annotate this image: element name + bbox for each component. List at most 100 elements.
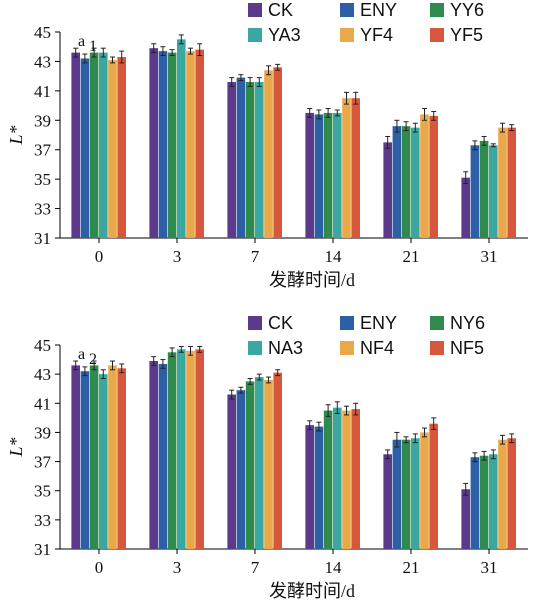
bar-nf5-7 [273,372,282,549]
x-axis-label: 发酵时间/d [269,270,355,290]
legend-swatch-eny [340,316,354,330]
bar-eny-21 [392,439,402,549]
legend-label-yy6: YY6 [450,0,484,20]
legend-label-ny6: NY6 [450,313,485,333]
bar-eny-21 [392,126,402,238]
bar-yf5-14 [351,98,360,238]
y-tick-label: 35 [34,170,51,189]
legend-label-yf4: YF4 [360,25,393,45]
y-axis-label: L* [6,437,26,457]
bar-nf5-21 [429,423,438,549]
x-tick-label: 14 [325,247,343,266]
bar-ck-7 [227,394,236,549]
x-tick-label: 7 [251,558,260,577]
bar-yf4-0 [108,59,117,239]
bar-nf4-14 [342,410,351,549]
bar-yf4-21 [420,114,429,238]
bar-ya3-3 [177,39,186,238]
bar-nf4-31 [498,439,507,549]
bar-eny-7 [236,77,246,238]
bar-ck-21 [383,142,392,238]
legend-label-ck: CK [268,0,293,20]
bar-ny6-0 [89,365,99,549]
bar-ya3-0 [99,52,108,238]
bar-eny-3 [158,363,168,549]
bar-yf5-21 [429,115,438,238]
bar-ck-31 [461,177,470,238]
legend-label-yf5: YF5 [450,25,483,45]
panel-label: a [78,33,85,50]
y-tick-label: 37 [34,141,52,160]
bar-nf4-0 [108,365,117,549]
bar-yy6-0 [89,52,99,238]
bar-yf4-3 [186,51,195,238]
bar-yy6-3 [167,52,177,238]
bar-nf4-7 [264,379,273,549]
y-tick-label: 35 [34,482,51,501]
bar-yy6-7 [245,82,255,239]
y-tick-label: 43 [34,365,51,384]
y-tick-label: 39 [34,423,51,442]
bar-na3-31 [489,454,498,549]
bar-nf4-21 [420,432,429,549]
bar-nf5-3 [195,349,204,549]
bar-eny-3 [158,51,168,238]
legend-label-na3: NA3 [268,338,303,358]
bar-ny6-3 [167,352,177,549]
bar-na3-21 [411,438,420,549]
bar-eny-0 [80,371,90,549]
y-tick-label: 45 [34,336,51,355]
bar-yf5-3 [195,49,204,239]
x-tick-label: 31 [481,558,498,577]
x-tick-label: 0 [95,558,104,577]
bar-ya3-31 [489,145,498,238]
bar-na3-14 [333,407,342,549]
bar-ny6-7 [245,381,255,549]
y-tick-label: 45 [34,23,51,42]
bar-eny-0 [80,58,90,238]
legend-label-nf5: NF5 [450,338,484,358]
bar-ck-0 [71,365,80,549]
x-tick-label: 3 [173,558,182,577]
bar-ny6-31 [479,455,489,549]
bar-eny-14 [314,426,324,549]
x-tick-label: 21 [403,558,420,577]
bar-eny-31 [470,457,480,549]
legend-label-ya3: YA3 [268,25,301,45]
bar-ya3-7 [255,82,264,239]
legend-swatch-eny [340,3,354,17]
x-tick-label: 7 [251,247,260,266]
bar-na3-0 [99,374,108,549]
bar-ck-14 [305,112,314,238]
bar-na3-7 [255,377,264,549]
bar-ck-14 [305,425,314,549]
legend-swatch-ya3 [248,28,262,42]
y-tick-label: 39 [34,111,51,130]
y-tick-label: 31 [34,229,51,248]
y-tick-label: 37 [34,453,52,472]
bar-yf4-7 [264,70,273,238]
bar-nf5-0 [117,368,126,549]
legend-swatch-na3 [248,341,262,355]
x-tick-label: 21 [403,247,420,266]
bar-yy6-14 [323,112,333,238]
bar-ck-0 [71,52,80,238]
legend-label-eny: ENY [360,0,397,20]
y-tick-label: 31 [34,540,51,559]
bar-ya3-21 [411,127,420,238]
bar-ny6-21 [401,439,411,549]
x-tick-label: 0 [95,247,104,266]
bar-ck-21 [383,454,392,549]
bar-ya3-14 [333,112,342,238]
y-tick-label: 41 [34,394,51,413]
bar-yf5-0 [117,57,126,239]
x-axis-label: 发酵时间/d [269,581,355,601]
panel-label: a [78,346,85,363]
panel-label-subscript: 1 [89,38,97,55]
legend-label-ck: CK [268,313,293,333]
bar-nf5-14 [351,409,360,549]
bar-yf5-7 [273,67,282,238]
bar-ck-31 [461,489,470,549]
